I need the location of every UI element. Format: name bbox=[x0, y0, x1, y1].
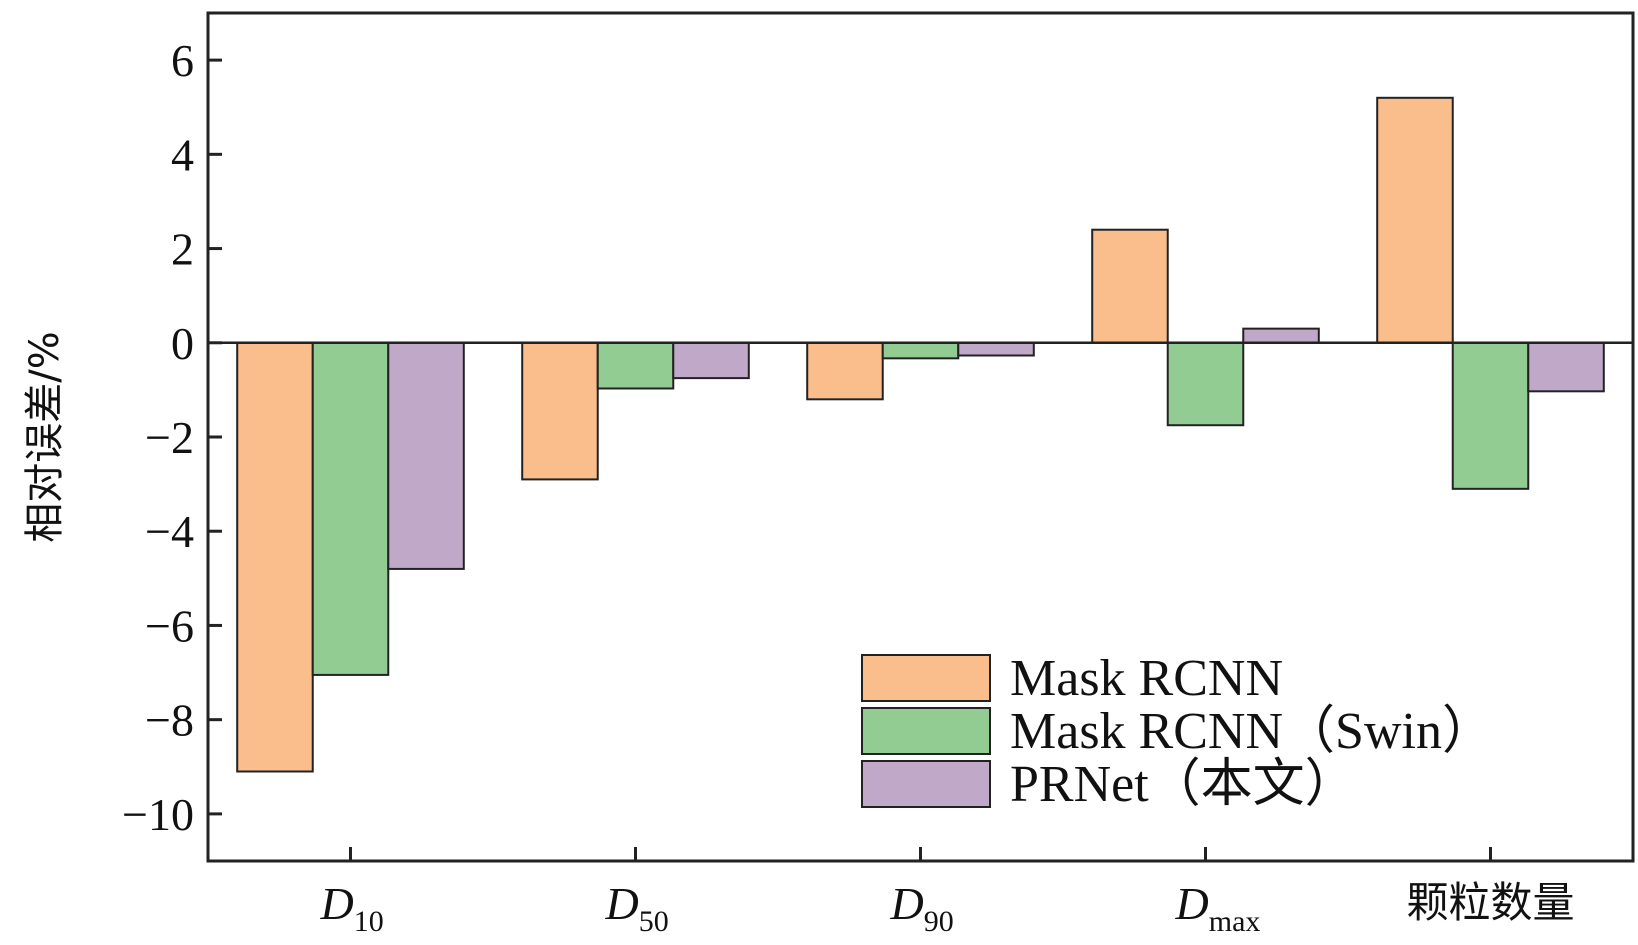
y-tick-label: 0 bbox=[171, 318, 194, 369]
y-tick-label: 4 bbox=[171, 129, 194, 180]
bar bbox=[957, 341, 1035, 357]
x-tick-label: D10 bbox=[320, 878, 384, 938]
bar bbox=[521, 341, 599, 481]
bar bbox=[596, 341, 675, 390]
bar bbox=[881, 341, 960, 360]
bar bbox=[1166, 341, 1245, 427]
x-tick-label: 颗粒数量 bbox=[1406, 878, 1574, 927]
bar bbox=[387, 341, 465, 570]
bar bbox=[311, 341, 390, 676]
bar bbox=[806, 341, 884, 401]
legend-label: PRNet（本文） bbox=[1010, 756, 1357, 813]
legend-swatch bbox=[861, 707, 991, 755]
bar bbox=[236, 341, 314, 773]
y-tick-label: −2 bbox=[145, 412, 194, 463]
y-tick-label: −4 bbox=[145, 506, 194, 557]
bar bbox=[1527, 341, 1605, 393]
x-tick-label: Dmax bbox=[1175, 878, 1261, 938]
x-tick-label: D90 bbox=[890, 878, 954, 938]
legend-label: Mask RCNN（Swin） bbox=[1010, 703, 1494, 760]
bar bbox=[1242, 327, 1320, 344]
bar bbox=[1451, 341, 1530, 490]
bar bbox=[1091, 228, 1169, 344]
y-tick-label: −10 bbox=[122, 789, 194, 840]
bar bbox=[672, 341, 750, 380]
y-tick-label: −8 bbox=[145, 695, 194, 746]
legend-swatch bbox=[861, 654, 991, 702]
bar bbox=[1376, 96, 1454, 344]
y-tick-label: 2 bbox=[171, 224, 194, 275]
y-tick-label: −6 bbox=[145, 600, 194, 651]
y-axis-label: 相对误差/% bbox=[22, 331, 68, 542]
legend-label: Mask RCNN bbox=[1010, 650, 1283, 707]
legend-swatch bbox=[861, 760, 991, 808]
x-tick-label: D50 bbox=[605, 878, 669, 938]
y-tick-label: 6 bbox=[171, 35, 194, 86]
